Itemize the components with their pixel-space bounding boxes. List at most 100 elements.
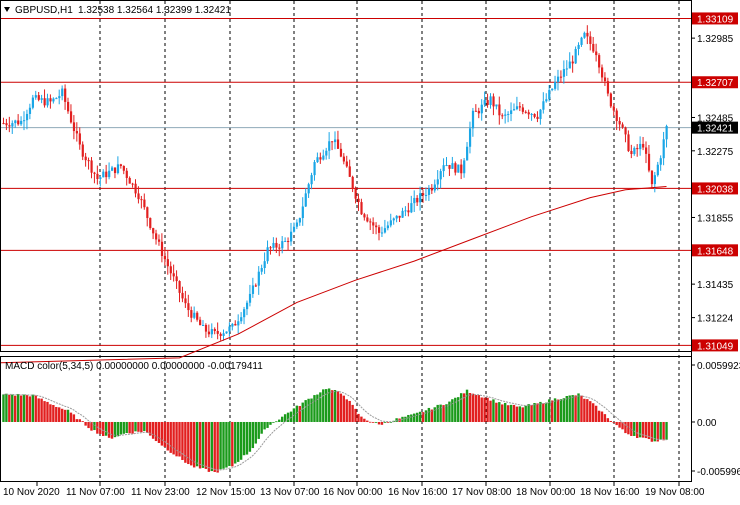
candle-body xyxy=(445,165,448,167)
macd-bar xyxy=(641,421,645,438)
macd-bar xyxy=(624,421,627,434)
macd-bar xyxy=(556,399,560,422)
macd-bar xyxy=(40,398,43,422)
macd-signal-line xyxy=(3,390,667,471)
macd-bar xyxy=(8,394,11,422)
candle-body xyxy=(93,172,96,174)
macd-bar xyxy=(119,421,123,435)
candle-body xyxy=(20,120,23,125)
macd-bar xyxy=(107,421,111,438)
candle-body xyxy=(234,323,237,326)
candle-body xyxy=(11,123,14,127)
candle-body xyxy=(187,303,190,311)
candle-body xyxy=(636,147,639,150)
candle-body xyxy=(542,101,545,110)
candle-body xyxy=(140,199,143,201)
macd-bar xyxy=(102,421,105,437)
macd-bar xyxy=(140,421,143,433)
macd-bar xyxy=(489,400,492,422)
candle-body xyxy=(102,171,105,178)
macd-bar xyxy=(151,421,155,439)
candle-body xyxy=(298,218,301,223)
candle-body xyxy=(172,273,175,277)
macd-bar xyxy=(43,401,46,422)
candle-body xyxy=(419,193,422,203)
candle-body xyxy=(460,164,463,174)
candle-body xyxy=(554,82,557,89)
candle-body xyxy=(656,164,659,176)
macd-bar xyxy=(357,413,360,422)
macd-bar xyxy=(421,412,425,422)
candle-body xyxy=(468,128,472,147)
macd-bar xyxy=(512,404,516,422)
candle-body xyxy=(606,81,610,94)
candle-body xyxy=(501,115,504,117)
macd-bar xyxy=(662,421,665,441)
time-axis-label: 19 Nov 08:00 xyxy=(645,487,705,498)
candle-body xyxy=(31,97,35,108)
macd-bar xyxy=(413,413,416,422)
macd-bar xyxy=(122,421,125,434)
macd-bar xyxy=(146,421,149,433)
candle-body xyxy=(342,156,346,162)
symbol-dropdown-icon[interactable] xyxy=(4,7,10,12)
candle-body xyxy=(310,175,313,185)
macd-bar xyxy=(169,421,172,453)
time-axis-label: 13 Nov 07:00 xyxy=(260,487,320,498)
macd-bar xyxy=(28,396,32,422)
macd-bar xyxy=(492,399,495,422)
macd-scale-label: -0.005996 xyxy=(697,467,740,478)
candle-body xyxy=(178,281,181,293)
macd-bar xyxy=(236,421,240,462)
macd-bar xyxy=(442,405,445,422)
macd-bar xyxy=(34,395,37,422)
macd-bar xyxy=(225,421,228,468)
candle-body xyxy=(163,256,167,260)
macd-bar xyxy=(418,411,422,422)
macd-bar xyxy=(25,395,29,422)
macd-bar xyxy=(424,410,428,422)
macd-bar xyxy=(568,395,571,422)
macd-bar xyxy=(448,401,451,422)
price-scale-label: 1.32485 xyxy=(697,113,734,124)
macd-bar xyxy=(609,420,612,422)
candle-body xyxy=(122,165,125,171)
candle-body xyxy=(81,144,84,157)
candle-body xyxy=(113,167,117,174)
candle-body xyxy=(155,233,158,240)
macd-bar xyxy=(439,404,442,422)
price-scale-label: 1.31224 xyxy=(697,314,734,325)
macd-bar xyxy=(638,421,642,438)
candle-body xyxy=(436,179,439,185)
candle-body xyxy=(61,88,64,97)
candle-body xyxy=(510,110,513,114)
macd-bar xyxy=(283,414,287,422)
macd-bar xyxy=(445,404,448,422)
time-axis-label: 18 Nov 00:00 xyxy=(516,487,576,498)
macd-bar xyxy=(228,421,231,466)
candle-body xyxy=(67,101,70,112)
macd-bar xyxy=(333,389,337,422)
candle-body xyxy=(287,241,290,243)
candle-body xyxy=(17,120,20,125)
candle-body xyxy=(313,162,316,176)
macd-bar xyxy=(483,397,486,422)
candle-body xyxy=(498,104,501,116)
macd-bar xyxy=(11,394,14,422)
macd-bar xyxy=(366,420,369,422)
macd-bar xyxy=(163,421,167,447)
macd-bar xyxy=(319,392,322,422)
candle-body xyxy=(439,171,442,180)
candle-body xyxy=(245,302,249,310)
macd-bar xyxy=(184,421,187,463)
macd-bar xyxy=(515,406,519,422)
candle-body xyxy=(43,98,46,106)
candle-body xyxy=(407,210,410,213)
macd-bar xyxy=(254,421,257,444)
candle-body xyxy=(331,141,334,143)
candle-body xyxy=(263,261,266,269)
macd-bar xyxy=(545,402,548,422)
current-price-label: 1.32421 xyxy=(697,124,734,135)
